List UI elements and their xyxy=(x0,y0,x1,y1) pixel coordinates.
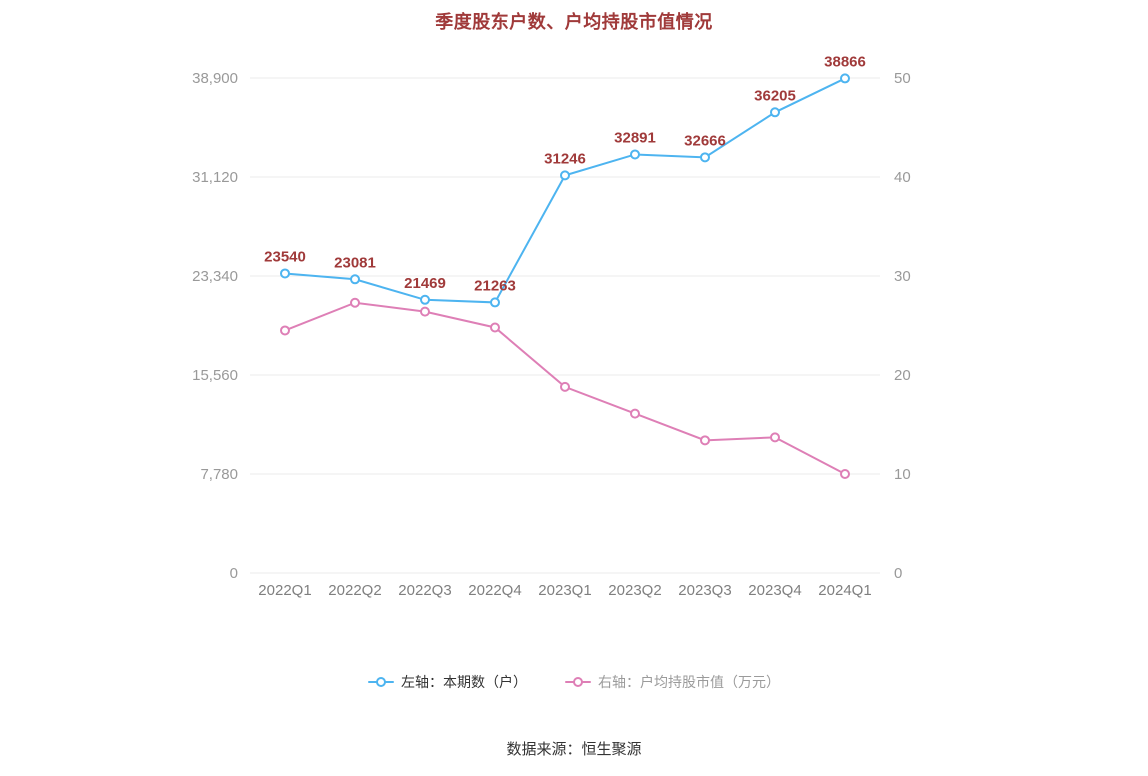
legend-label-shareholder-count: 左轴：本期数（户） xyxy=(401,674,527,690)
svg-text:40: 40 xyxy=(894,169,911,186)
svg-text:20: 20 xyxy=(894,367,911,384)
svg-text:31,120: 31,120 xyxy=(192,169,238,186)
svg-text:7,780: 7,780 xyxy=(200,466,238,483)
svg-text:21263: 21263 xyxy=(474,277,516,294)
blue-line-marker-icon xyxy=(368,677,394,687)
svg-text:2022Q2: 2022Q2 xyxy=(328,582,381,599)
svg-text:31246: 31246 xyxy=(544,150,586,167)
svg-text:15,560: 15,560 xyxy=(192,367,238,384)
svg-text:38,900: 38,900 xyxy=(192,70,238,87)
svg-text:32666: 32666 xyxy=(684,132,726,149)
legend-label-avg-holding-value: 右轴：户均持股市值（万元） xyxy=(598,674,780,690)
data-source-text: 数据来源：恒生聚源 xyxy=(506,741,642,758)
svg-text:32891: 32891 xyxy=(614,129,656,146)
chart-legend: 左轴：本期数（户） 右轴：户均持股市值（万元） xyxy=(0,672,1148,692)
legend-item-avg-holding-value[interactable]: 右轴：户均持股市值（万元） xyxy=(565,672,780,692)
svg-text:0: 0 xyxy=(230,565,238,582)
pink-line-marker-icon xyxy=(565,677,591,687)
svg-text:23540: 23540 xyxy=(264,248,306,265)
svg-text:10: 10 xyxy=(894,466,911,483)
svg-text:2022Q3: 2022Q3 xyxy=(398,582,451,599)
legend-item-shareholder-count[interactable]: 左轴：本期数（户） xyxy=(368,672,527,692)
svg-text:23,340: 23,340 xyxy=(192,268,238,285)
line-chart-canvas: 38,900 31,120 23,340 15,560 7,780 0 50 40 30 20 10… xyxy=(192,53,911,599)
svg-text:2023Q3: 2023Q3 xyxy=(678,582,731,599)
svg-text:36205: 36205 xyxy=(754,87,796,104)
svg-text:2022Q1: 2022Q1 xyxy=(258,582,311,599)
svg-text:2024Q1: 2024Q1 xyxy=(818,582,871,599)
svg-text:30: 30 xyxy=(894,268,911,285)
svg-text:0: 0 xyxy=(894,565,902,582)
svg-text:2023Q1: 2023Q1 xyxy=(538,582,591,599)
chart-title: 季度股东户数、户均持股市值情况 xyxy=(435,12,713,32)
svg-text:50: 50 xyxy=(894,70,911,87)
svg-text:2023Q4: 2023Q4 xyxy=(748,582,801,599)
svg-text:21469: 21469 xyxy=(404,275,446,292)
svg-text:23081: 23081 xyxy=(334,254,376,271)
svg-text:2022Q4: 2022Q4 xyxy=(468,582,521,599)
svg-text:38866: 38866 xyxy=(824,53,866,70)
svg-text:2023Q2: 2023Q2 xyxy=(608,582,661,599)
